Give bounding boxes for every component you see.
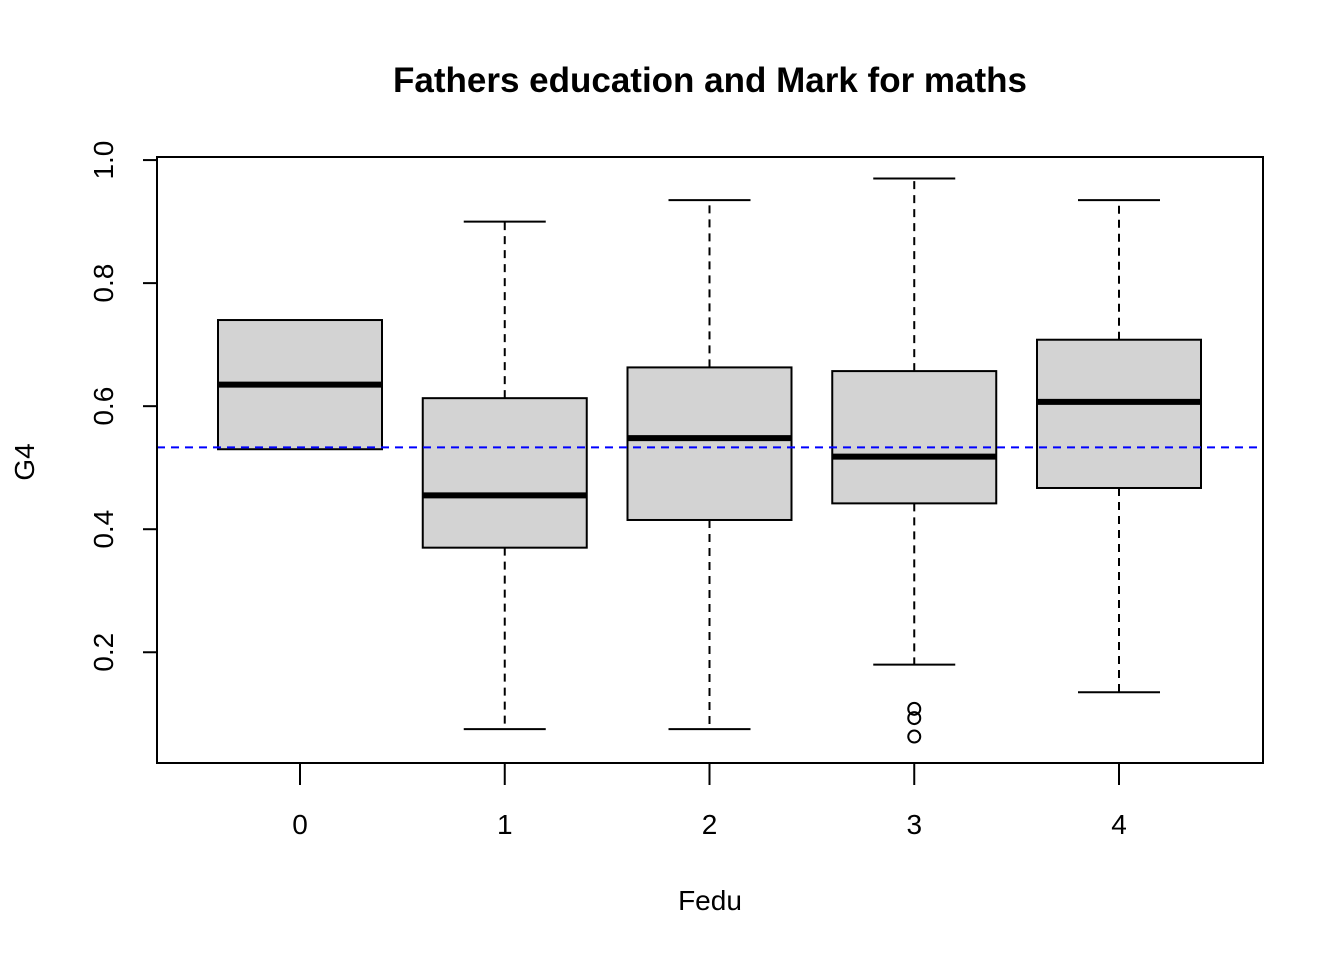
box-iqr [421,397,588,549]
outlier-point [907,711,922,726]
plot-area: 0.2 0.4 0.6 0.8 1.0 0 1 2 3 4 [88,141,1264,840]
outlier-point [907,729,922,744]
y-tick-label: 1.0 [88,141,119,180]
box-iqr [1036,338,1202,489]
y-tick-label: 0.2 [88,633,119,672]
x-tick-label: 0 [292,809,308,840]
box-0 [217,319,383,451]
y-axis: 0.2 0.4 0.6 0.8 1.0 [88,141,158,672]
x-tick-label: 1 [497,809,513,840]
x-axis: 0 1 2 3 4 [292,763,1127,840]
box-3 [831,177,998,744]
box-2 [626,199,793,731]
y-axis-label: G4 [9,443,40,480]
y-tick-label: 0.8 [88,264,119,303]
y-tick-label: 0.4 [88,510,119,549]
chart-title: Fathers education and Mark for maths [393,61,1027,100]
box-4 [1036,199,1202,694]
x-tick-label: 3 [906,809,922,840]
x-tick-label: 2 [702,809,718,840]
box-iqr [626,366,793,521]
outlier-point [907,701,922,716]
x-tick-label: 4 [1111,809,1127,840]
box-iqr [831,370,998,505]
y-tick-label: 0.6 [88,387,119,426]
box-1 [421,220,588,731]
x-axis-label: Fedu [678,885,742,916]
